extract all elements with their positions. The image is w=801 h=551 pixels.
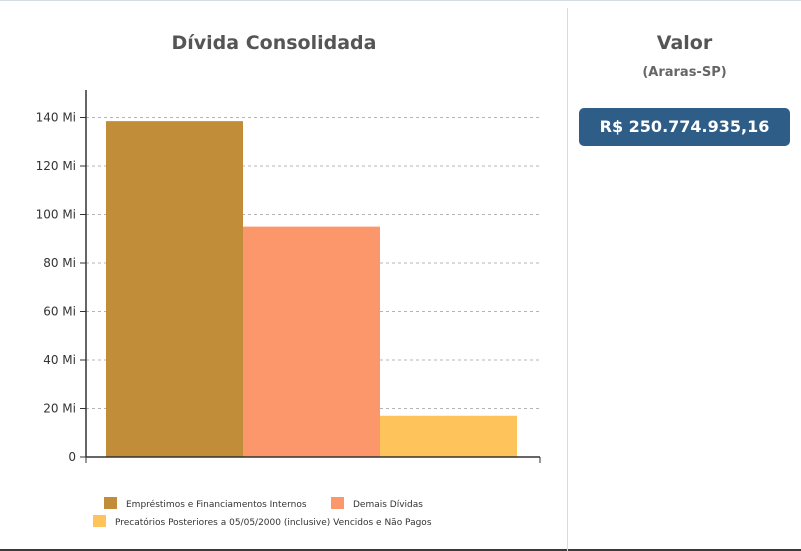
legend-label: Empréstimos e Financiamentos Internos (126, 499, 307, 510)
bar-chart: 0 20 Mi 40 Mi 60 Mi 80 Mi 100 Mi 120 Mi 140 Mi E… (36, 90, 541, 528)
bar (380, 415, 517, 457)
bar (106, 121, 243, 457)
panel-divider (567, 8, 568, 551)
value-subtitle: (Araras-SP) (642, 65, 727, 80)
y-tick-label: 100 Mi (36, 208, 76, 222)
y-tick-label: 40 Mi (43, 353, 76, 367)
legend-label: Precatórios Posteriores a 05/05/2000 (in… (115, 517, 432, 528)
y-tick-label: 60 Mi (43, 305, 76, 319)
value-panel: Valor (Araras-SP) R$ 250.774.935,16 (568, 0, 801, 551)
value-title: Valor (656, 32, 713, 54)
chart-title: Dívida Consolidada (171, 32, 377, 54)
chart-panel: Dívida Consolidada 0 20 Mi 40 Mi 60 Mi 80 Mi… (36, 32, 541, 528)
y-tick-label: 20 Mi (43, 402, 76, 416)
y-tick-label: 140 Mi (36, 111, 76, 125)
y-tick-label: 80 Mi (43, 256, 76, 270)
legend-swatch (93, 515, 106, 527)
y-tick-label: 120 Mi (36, 159, 76, 173)
legend-swatch (104, 497, 117, 509)
bar (243, 226, 380, 457)
legend-swatch (331, 497, 344, 509)
value-amount-badge: R$ 250.774.935,16 (579, 108, 790, 146)
legend-label: Demais Dívidas (353, 500, 423, 510)
y-tick-label: 0 (68, 450, 76, 464)
